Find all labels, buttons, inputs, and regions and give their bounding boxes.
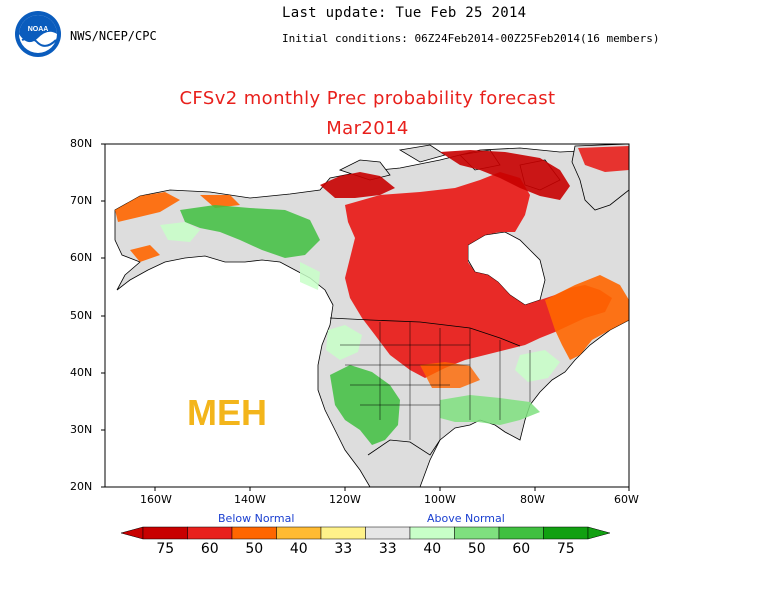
map-title: CFSv2 monthly Prec probability forecast [179,88,556,109]
lon-label-80w: 80W [520,493,545,506]
lat-label-80n: 80N [70,137,93,150]
below-normal-plains [420,362,480,388]
lon-label-60w: 60W [614,493,639,506]
legend-arrow-right [587,526,611,540]
above-normal-southeast [440,395,540,425]
above-normal-northwest [326,325,362,360]
legend-swatch [187,526,233,540]
above-normal-alaska-light [160,222,320,290]
logo-text: NOAA [28,26,49,33]
legend-value-label: 50 [245,541,264,557]
legend-value-label: 75 [556,541,575,557]
legend-value-label: 33 [334,541,353,557]
lon-label-140w: 140W [234,493,266,506]
legend-value-label: 40 [289,541,308,557]
below-normal-arctic [320,150,570,200]
below-normal-east [545,275,629,360]
lat-label-70n: 70N [70,194,93,207]
legend-swatch [454,526,500,540]
meh-annotation: MEH [187,392,267,433]
lon-ticks [154,487,630,491]
legend-value-label: 60 [512,541,531,557]
lat-label-40n: 40N [70,366,93,379]
legend-swatch [276,526,322,540]
above-normal-label: Above Normal [427,512,505,525]
above-normal-alaska [180,205,320,258]
legend-swatch [498,526,544,540]
lat-label-20n: 20N [70,480,93,493]
lat-label-30n: 30N [70,423,93,436]
lat-label-60n: 60N [70,251,93,264]
lon-label-160w: 160W [140,493,172,506]
lat-ticks [101,143,105,488]
legend-swatch [142,526,188,540]
below-normal-region [345,172,612,378]
initial-conditions: Initial conditions: 06Z24Feb2014-00Z25Fe… [282,32,660,45]
legend-value-label: 60 [200,541,219,557]
country-borders [329,317,521,456]
map-month: Mar2014 [326,118,409,139]
legend-swatch [409,526,455,540]
legend-arrow-left [120,526,144,540]
noaa-logo-icon: NOAA [15,11,61,57]
legend-colorbar [120,526,611,540]
legend-swatch [231,526,277,540]
legend-value-label: 75 [156,541,175,557]
lat-label-50n: 50N [70,309,93,322]
legend-value-label: 50 [467,541,486,557]
below-normal-alaska [115,192,240,262]
legend-swatch [365,526,411,540]
last-update: Last update: Tue Feb 25 2014 [282,5,527,21]
below-normal-greenland [578,146,629,172]
legend-swatch [543,526,589,540]
legend-value-label: 33 [378,541,397,557]
org-label: NWS/NCEP/CPC [70,29,157,43]
lon-label-100w: 100W [424,493,456,506]
state-borders [340,322,531,440]
legend-value-label: 40 [423,541,442,557]
lon-label-120w: 120W [329,493,361,506]
above-normal-east [515,350,560,382]
below-normal-label: Below Normal [218,512,295,525]
legend-swatch [320,526,366,540]
